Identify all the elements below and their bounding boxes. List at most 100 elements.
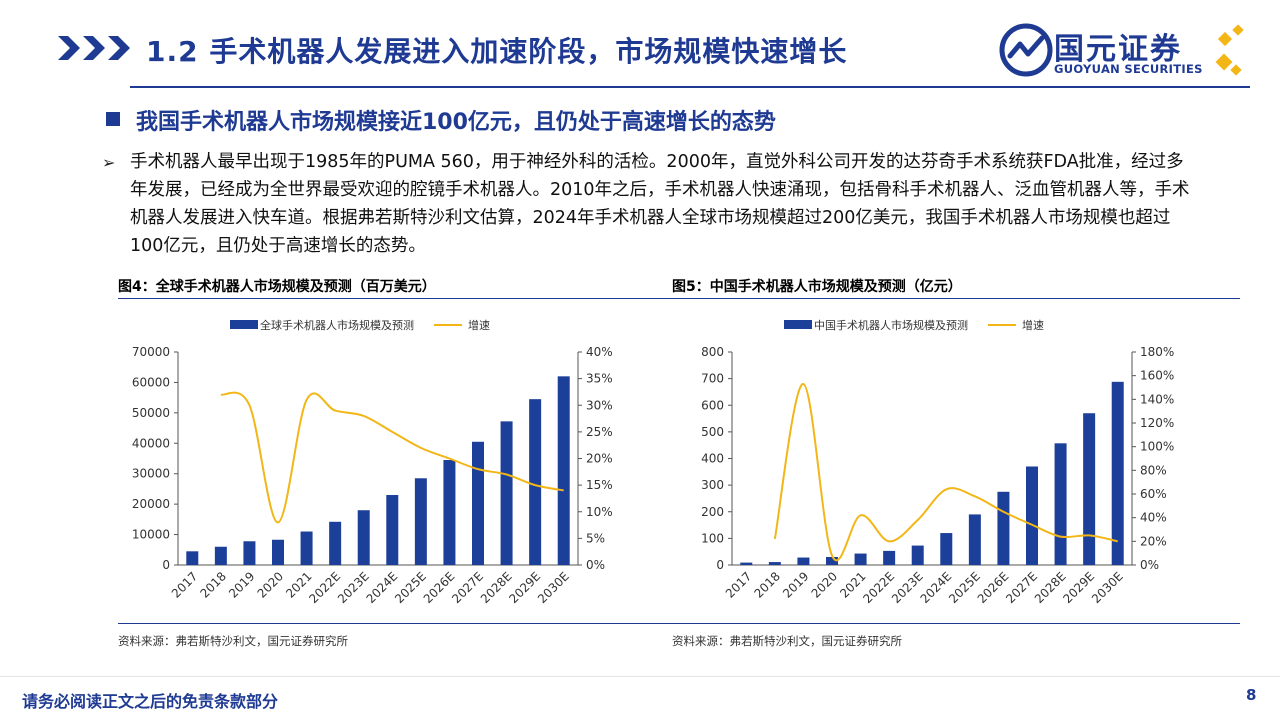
x-tick-label: 2025E: [946, 569, 983, 606]
slide-header: 1.2 手术机器人发展进入加速阶段，市场规模快速增长 国元证券 GUOYUAN …: [0, 0, 1280, 92]
x-tick-label: 2023E: [889, 569, 926, 606]
right-tick-label: 80%: [1140, 463, 1167, 477]
guoyuan-logo-icon: [999, 23, 1244, 77]
x-tick-label: 2030E: [1089, 569, 1126, 606]
right-tick-label: 25%: [586, 425, 613, 439]
figure-source: 资料来源：弗若斯特沙利文，国元证券研究所: [672, 634, 902, 648]
bar: [186, 551, 199, 565]
bar: [214, 546, 227, 565]
x-tick-label: 2028E: [478, 569, 515, 606]
right-tick-label: 35%: [586, 372, 613, 386]
bar: [1111, 381, 1124, 565]
x-tick-label: 2020: [809, 569, 840, 600]
right-tick-label: 5%: [586, 531, 605, 545]
logo-name: 国元证券: [1054, 32, 1182, 67]
global-chart: 全球手术机器人市场规模及预测 增速 0 10000 20000 30000 40000 500…: [132, 318, 613, 606]
x-tick-label: 2027E: [449, 569, 486, 606]
bar: [386, 495, 399, 565]
china-chart: 中国手术机器人市场规模及预测 增速 0 100 200 300 400 500 600 700 80…: [701, 318, 1174, 606]
panel-rule-bottom: [672, 623, 1240, 624]
x-tick-label: 2028E: [1032, 569, 1069, 606]
bar: [968, 514, 981, 565]
chart-panel-china: 图5：中国手术机器人市场规模及预测（亿元） 中国手术机器人市场规模及预测 增速 0 1…: [672, 276, 1240, 652]
figure-title: 图4：全球手术机器人市场规模及预测（百万美元）: [118, 279, 436, 295]
body-paragraph: 手术机器人最早出现于1985年的PUMA 560，用于神经外科的活检。2000年…: [130, 152, 1190, 256]
figure-source: 资料来源：弗若斯特沙利文，国元证券研究所: [118, 634, 348, 648]
legend-bar-swatch: [230, 320, 258, 329]
left-tick-label: 700: [701, 372, 724, 386]
bar: [529, 399, 542, 565]
bar: [1026, 466, 1038, 565]
x-tick-label: 2029E: [506, 569, 543, 606]
x-tick-label: 2024E: [364, 569, 401, 606]
right-tick-label: 20%: [1140, 534, 1167, 548]
x-tick-label: 2022E: [860, 569, 897, 606]
bar: [1054, 443, 1067, 565]
left-tick-label: 200: [701, 505, 724, 519]
bar: [854, 553, 867, 565]
page-number: 8: [1246, 686, 1257, 704]
figure-title: 图5：中国手术机器人市场规模及预测（亿元）: [672, 279, 962, 295]
left-tick-label: 10000: [132, 528, 170, 542]
x-tick-label: 2019: [780, 569, 811, 600]
x-tick-label: 2019: [226, 569, 257, 600]
footer-divider: [0, 676, 1280, 677]
bar: [740, 562, 753, 565]
chart-panel-global: 图4：全球手术机器人市场规模及预测（百万美元） 全球手术机器人市场规模及预测 增速…: [118, 276, 686, 652]
x-tick-label: 2020: [255, 569, 286, 600]
bar: [1083, 413, 1096, 565]
legend-label: 中国手术机器人市场规模及预测: [814, 318, 968, 332]
bar: [826, 557, 838, 565]
x-tick-label: 2029E: [1060, 569, 1097, 606]
bar: [797, 557, 810, 565]
panel-rule-top: [672, 298, 1240, 299]
bar: [500, 421, 513, 565]
left-tick-label: 0: [162, 558, 170, 572]
bar: [443, 460, 456, 565]
bar: [329, 521, 342, 565]
x-tick-label: 2026E: [975, 569, 1012, 606]
left-tick-label: 100: [701, 531, 724, 545]
left-tick-label: 0: [716, 558, 724, 572]
x-tick-label: 2030E: [535, 569, 572, 606]
section-subtitle: 我国手术机器人市场规模接近100亿元，且仍处于高速增长的态势: [136, 110, 776, 135]
left-tick-label: 60000: [132, 375, 170, 389]
growth-rate-line: [220, 391, 564, 524]
x-tick-label: 2017: [723, 569, 754, 600]
disclaimer-text: 请务必阅读正文之后的免责条款部分: [22, 692, 279, 711]
x-tick-label: 2018: [197, 569, 228, 600]
chart-legend: 全球手术机器人市场规模及预测 增速: [230, 318, 490, 332]
bar: [557, 376, 570, 565]
right-tick-label: 40%: [586, 345, 613, 359]
left-tick-label: 500: [701, 425, 724, 439]
left-tick-label: 800: [701, 345, 724, 359]
bar: [243, 541, 256, 565]
panel-rule-bottom: [118, 623, 686, 624]
legend-label: 增速: [468, 318, 490, 332]
legend-label: 增速: [1022, 318, 1044, 332]
x-tick-label: 2027E: [1003, 569, 1040, 606]
right-tick-label: 40%: [1140, 511, 1167, 525]
left-tick-label: 300: [701, 478, 724, 492]
bar: [414, 478, 427, 565]
right-tick-label: 20%: [586, 452, 613, 466]
x-tick-label: 2024E: [918, 569, 955, 606]
logo-english-name: GUOYUAN SECURITIES: [1054, 62, 1203, 76]
header-divider: [130, 86, 1250, 88]
right-tick-label: 100%: [1140, 440, 1174, 454]
legend-label: 全球手术机器人市场规模及预测: [260, 318, 414, 332]
chevron-arrows-icon: [58, 36, 130, 60]
x-tick-label: 2023E: [335, 569, 372, 606]
subtitle-square-icon: [106, 112, 120, 126]
x-tick-label: 2022E: [306, 569, 343, 606]
bar: [357, 510, 370, 565]
chart-legend: 中国手术机器人市场规模及预测 增速: [784, 318, 1044, 332]
left-tick-label: 70000: [132, 345, 170, 359]
x-tick-label: 2017: [169, 569, 200, 600]
bar: [472, 441, 484, 565]
left-tick-label: 30000: [132, 467, 170, 481]
bar: [272, 539, 284, 565]
right-tick-label: 180%: [1140, 345, 1174, 359]
right-tick-label: 15%: [586, 478, 613, 492]
x-tick-label: 2026E: [421, 569, 458, 606]
